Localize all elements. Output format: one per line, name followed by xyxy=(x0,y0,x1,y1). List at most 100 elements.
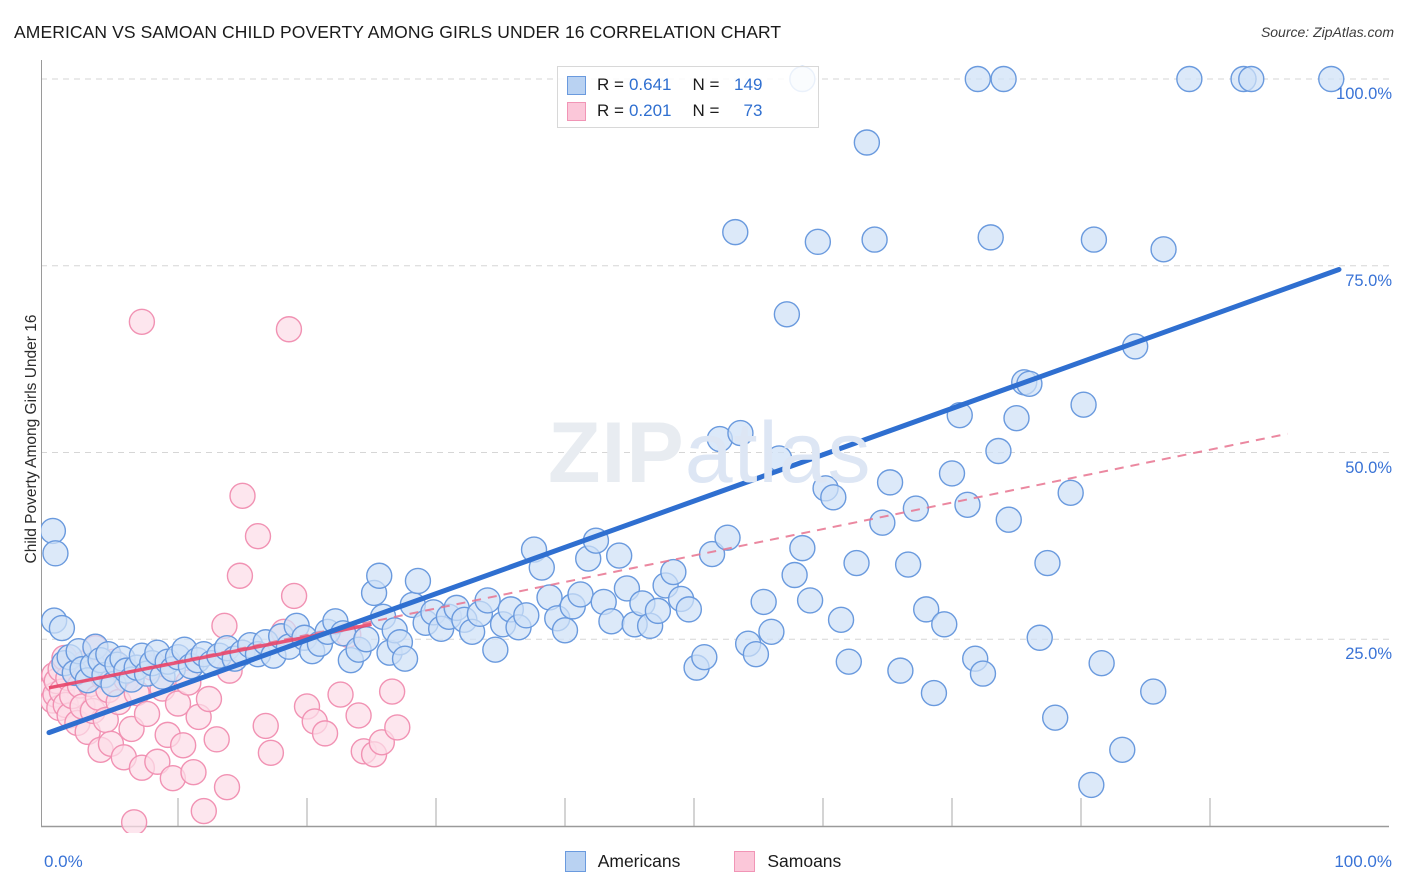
data-point[interactable] xyxy=(203,726,230,753)
data-point[interactable] xyxy=(169,732,197,759)
data-point[interactable] xyxy=(384,714,411,741)
data-point[interactable] xyxy=(378,678,406,705)
data-point[interactable] xyxy=(1034,549,1061,577)
data-point[interactable] xyxy=(1003,404,1030,432)
data-point[interactable] xyxy=(133,700,161,728)
data-point[interactable] xyxy=(327,681,354,708)
data-point[interactable] xyxy=(257,739,285,766)
data-point[interactable] xyxy=(938,460,966,487)
data-point[interactable] xyxy=(887,657,914,684)
data-point[interactable] xyxy=(977,224,1004,251)
data-point[interactable] xyxy=(229,482,256,510)
data-point[interactable] xyxy=(861,226,888,253)
correlation-stats-legend: R = 0.641 N = 149 R = 0.201 N = 73 xyxy=(557,66,819,128)
data-point[interactable] xyxy=(1042,704,1069,731)
data-point[interactable] xyxy=(789,534,816,562)
data-point[interactable] xyxy=(42,540,69,567)
data-point[interactable] xyxy=(827,606,855,634)
data-point[interactable] xyxy=(1109,736,1136,764)
data-point[interactable] xyxy=(1140,678,1167,705)
data-point[interactable] xyxy=(835,648,862,675)
data-point[interactable] xyxy=(1088,649,1115,677)
data-point[interactable] xyxy=(714,524,741,551)
data-point[interactable] xyxy=(820,484,847,511)
data-point[interactable] xyxy=(1057,479,1084,507)
data-point[interactable] xyxy=(164,690,192,717)
data-point[interactable] xyxy=(244,522,272,550)
data-point[interactable] xyxy=(311,720,339,747)
data-point[interactable] xyxy=(180,759,207,786)
data-point[interactable] xyxy=(796,587,824,614)
data-point[interactable] xyxy=(722,218,749,246)
data-point[interactable] xyxy=(120,809,148,836)
data-point[interactable] xyxy=(804,228,832,256)
data-point[interactable] xyxy=(969,660,997,687)
data-point[interactable] xyxy=(366,562,393,589)
data-point[interactable] xyxy=(742,640,770,668)
y-axis-title: Child Poverty Among Girls Under 16 xyxy=(23,314,40,564)
data-point[interactable] xyxy=(985,437,1012,465)
data-point[interactable] xyxy=(404,567,432,595)
data-point[interactable] xyxy=(1026,624,1053,651)
data-point[interactable] xyxy=(252,712,279,740)
data-point[interactable] xyxy=(781,561,808,589)
data-point[interactable] xyxy=(144,748,171,775)
data-point[interactable] xyxy=(226,562,254,589)
data-point[interactable] xyxy=(931,611,958,638)
data-point[interactable] xyxy=(190,797,218,825)
data-point[interactable] xyxy=(598,608,625,635)
data-point[interactable] xyxy=(605,542,633,569)
data-point[interactable] xyxy=(213,773,241,801)
data-point[interactable] xyxy=(353,626,380,653)
legend-swatch-americans xyxy=(567,75,586,95)
data-point[interactable] xyxy=(1318,65,1345,93)
data-point[interactable] xyxy=(275,316,303,343)
data-point[interactable] xyxy=(195,685,223,713)
data-point[interactable] xyxy=(691,643,718,671)
legend-color-americans xyxy=(564,851,586,872)
data-point[interactable] xyxy=(995,506,1022,533)
data-point[interactable] xyxy=(902,495,930,522)
data-point[interactable] xyxy=(1078,771,1105,799)
data-point[interactable] xyxy=(954,491,981,518)
data-point[interactable] xyxy=(391,645,419,672)
data-point[interactable] xyxy=(482,636,509,663)
data-point[interactable] xyxy=(1070,391,1097,418)
data-point[interactable] xyxy=(128,308,156,335)
source-attribution: Source: ZipAtlas.com xyxy=(1260,24,1394,40)
legend-r-label-samoans: R = xyxy=(597,101,624,120)
data-point[interactable] xyxy=(727,419,754,447)
data-point[interactable] xyxy=(869,509,896,536)
data-point[interactable] xyxy=(964,65,991,93)
data-point[interactable] xyxy=(773,301,801,328)
legend-item-samoans[interactable]: Samoans xyxy=(734,851,841,872)
legend-color-samoans xyxy=(734,851,756,872)
data-point[interactable] xyxy=(1150,236,1177,263)
data-point[interactable] xyxy=(551,617,579,644)
data-point[interactable] xyxy=(660,558,687,586)
data-point[interactable] xyxy=(1238,65,1265,93)
data-point[interactable] xyxy=(567,581,594,608)
data-point[interactable] xyxy=(990,65,1017,93)
data-point[interactable] xyxy=(675,596,703,623)
data-point[interactable] xyxy=(39,517,67,545)
data-point[interactable] xyxy=(280,582,308,610)
data-point[interactable] xyxy=(48,614,76,642)
data-point[interactable] xyxy=(843,549,870,577)
data-point[interactable] xyxy=(876,469,904,496)
data-point[interactable] xyxy=(913,596,940,623)
data-point[interactable] xyxy=(1176,65,1203,93)
data-point[interactable] xyxy=(345,702,372,729)
data-point[interactable] xyxy=(750,588,777,616)
data-point[interactable] xyxy=(211,612,238,640)
data-point[interactable] xyxy=(758,618,785,645)
data-point[interactable] xyxy=(1080,226,1108,253)
data-point[interactable] xyxy=(513,602,540,629)
data-point[interactable] xyxy=(894,551,922,578)
data-point[interactable] xyxy=(853,129,881,156)
data-point[interactable] xyxy=(920,679,948,707)
data-point[interactable] xyxy=(644,597,672,625)
legend-item-americans[interactable]: Americans xyxy=(564,851,680,872)
scatter-plot-area xyxy=(38,60,1389,836)
